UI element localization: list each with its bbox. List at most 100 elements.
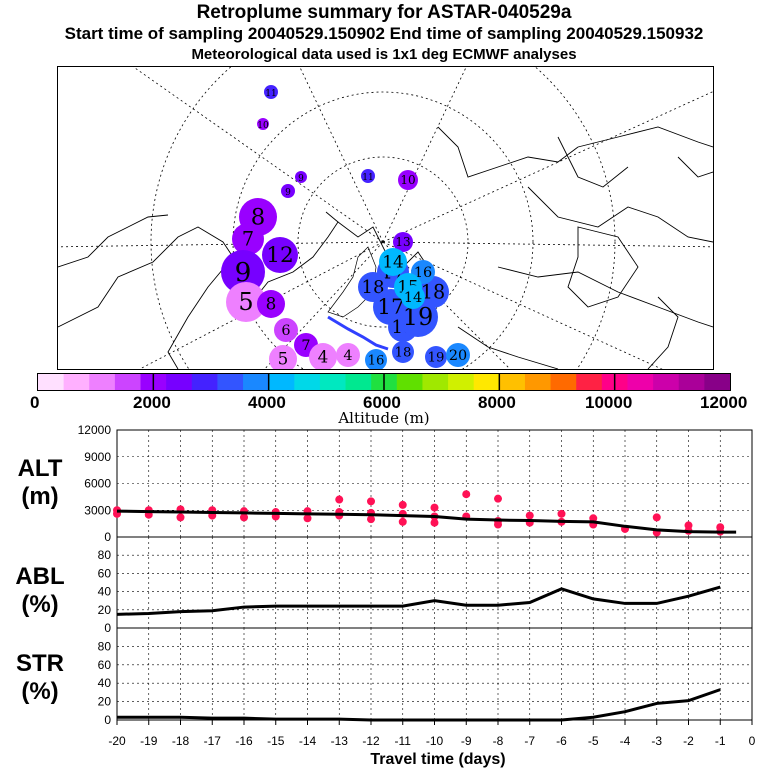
- plume-cluster: [226, 282, 266, 322]
- y-tick-label: 80: [98, 548, 112, 562]
- plume-cluster-label: 14: [382, 252, 403, 272]
- altitude-cluster-point: [335, 495, 344, 504]
- colorbar-segment: [268, 374, 295, 390]
- plume-cluster: [221, 250, 265, 294]
- plume-cluster-label: 4: [318, 347, 329, 367]
- y-tick-label: 40: [98, 676, 112, 690]
- colorbar-tick: 4000: [248, 393, 286, 412]
- plume-cluster-label: 16: [368, 353, 385, 368]
- plume-cluster-label: 9: [235, 257, 252, 288]
- colorbar-segment: [166, 374, 193, 390]
- str-panel-title: STR (%): [16, 650, 64, 705]
- x-tick-label: -8: [493, 734, 504, 748]
- colorbar-segment: [63, 374, 90, 390]
- plume-cluster-label: 11: [265, 89, 276, 99]
- abl-panel-title: ABL (%): [15, 563, 65, 618]
- y-tick-label: 6000: [84, 477, 111, 491]
- plume-cluster-label: 12: [266, 243, 293, 268]
- x-tick-label: -12: [362, 734, 380, 748]
- x-tick-label: -18: [172, 734, 190, 748]
- altitude-cluster-point: [240, 513, 248, 522]
- plume-cluster-label: 5: [278, 349, 289, 369]
- colorbar-tick: 0: [30, 393, 40, 412]
- x-tick-label: -17: [204, 734, 222, 748]
- plume-cluster: [398, 170, 418, 190]
- x-tick-label: -13: [331, 734, 349, 748]
- colorbar-segment: [704, 374, 731, 390]
- plume-cluster: [274, 318, 298, 342]
- altitude-cluster-point: [430, 503, 439, 512]
- plume-cluster-label: 10: [257, 121, 269, 131]
- plume-clusters: 1110111099871295867544161819201718171819…: [221, 85, 470, 369]
- altitude-cluster-point: [494, 520, 502, 529]
- plume-cluster: [336, 343, 360, 367]
- colorbar-segment: [499, 374, 526, 390]
- x-tick-label: -7: [524, 734, 535, 748]
- plume-cluster: [417, 276, 449, 308]
- y-tick-label: 0: [104, 621, 111, 635]
- plume-cluster-label: 20: [449, 348, 467, 364]
- x-tick-label: 0: [749, 734, 756, 748]
- scandinavia-coast: [327, 246, 377, 318]
- plume-cluster-label: 9: [285, 188, 291, 198]
- plume-cluster: [361, 169, 375, 183]
- altitude-cluster-point: [303, 514, 312, 523]
- plume-cluster-label: 13: [395, 235, 410, 249]
- met-data-note: Meteorological data used is 1x1 deg ECMW…: [191, 46, 577, 63]
- chart-title: Retroplume summary for ASTAR-040529a: [196, 2, 572, 23]
- y-tick-label: 60: [98, 658, 112, 672]
- polar-map: 1110111099871295867544161819201718171819…: [57, 66, 714, 370]
- plume-cluster: [232, 223, 264, 255]
- plume-cluster-label: 8: [266, 294, 277, 314]
- colorbar-tick: 10000: [585, 393, 633, 412]
- altitude-cluster-point: [367, 497, 375, 506]
- plume-cluster-label: 14: [404, 290, 422, 306]
- plume-cluster: [309, 343, 337, 369]
- plume-cluster-label: 19: [428, 350, 445, 365]
- y-tick-label: 80: [98, 639, 112, 653]
- plume-cluster-label: 7: [242, 227, 254, 250]
- y-tick-label: 20: [98, 603, 112, 617]
- colorbar-segment: [678, 374, 705, 390]
- x-tick-label: -3: [651, 734, 662, 748]
- x-tick-label: -14: [299, 734, 317, 748]
- map-svg: 1110111099871295867544161819201718171819…: [58, 67, 713, 369]
- altitude-cluster-point: [430, 518, 439, 527]
- altitude-cluster-point: [462, 490, 471, 499]
- colorbar: [37, 373, 731, 391]
- x-tick-label: -9: [461, 734, 472, 748]
- plume-cluster: [257, 118, 269, 130]
- colorbar-segment: [243, 374, 270, 390]
- altitude-cluster-point: [494, 494, 502, 503]
- colorbar-label: Altitude (m): [338, 409, 430, 427]
- colorbar-segment: [396, 374, 423, 390]
- plume-cluster-label: 18: [395, 345, 412, 360]
- altitude-cluster-point: [557, 509, 566, 518]
- plume-cluster: [281, 184, 295, 198]
- colorbar-segment: [89, 374, 116, 390]
- x-tick-label: -2: [683, 734, 694, 748]
- altitude-cluster-point: [525, 511, 534, 520]
- colorbar-tick: 6000: [363, 393, 401, 412]
- colorbar-segment: [422, 374, 449, 390]
- plume-cluster: [401, 285, 425, 309]
- y-tick-label: 0: [104, 713, 111, 727]
- x-tick-label: -10: [426, 734, 444, 748]
- altitude-mean-line: [116, 509, 737, 534]
- colorbar-segment: [524, 374, 552, 390]
- plume-cluster-label: 10: [400, 173, 415, 187]
- x-tick-label: -1: [715, 734, 726, 748]
- colorbar-segment: [653, 374, 680, 390]
- colorbar-tick: 12000: [700, 393, 748, 412]
- altitude-cluster-point: [367, 515, 375, 524]
- plume-cluster: [392, 341, 414, 363]
- x-tick-label: -6: [556, 734, 567, 748]
- plume-cluster-label: 6: [281, 323, 290, 339]
- y-tick-label: 20: [98, 695, 112, 709]
- y-tick-label: 0: [104, 530, 111, 544]
- plume-cluster-label: 9: [298, 174, 304, 184]
- y-tick-label: 9000: [84, 450, 111, 464]
- plume-cluster: [262, 237, 298, 273]
- plume-cluster: [269, 345, 297, 369]
